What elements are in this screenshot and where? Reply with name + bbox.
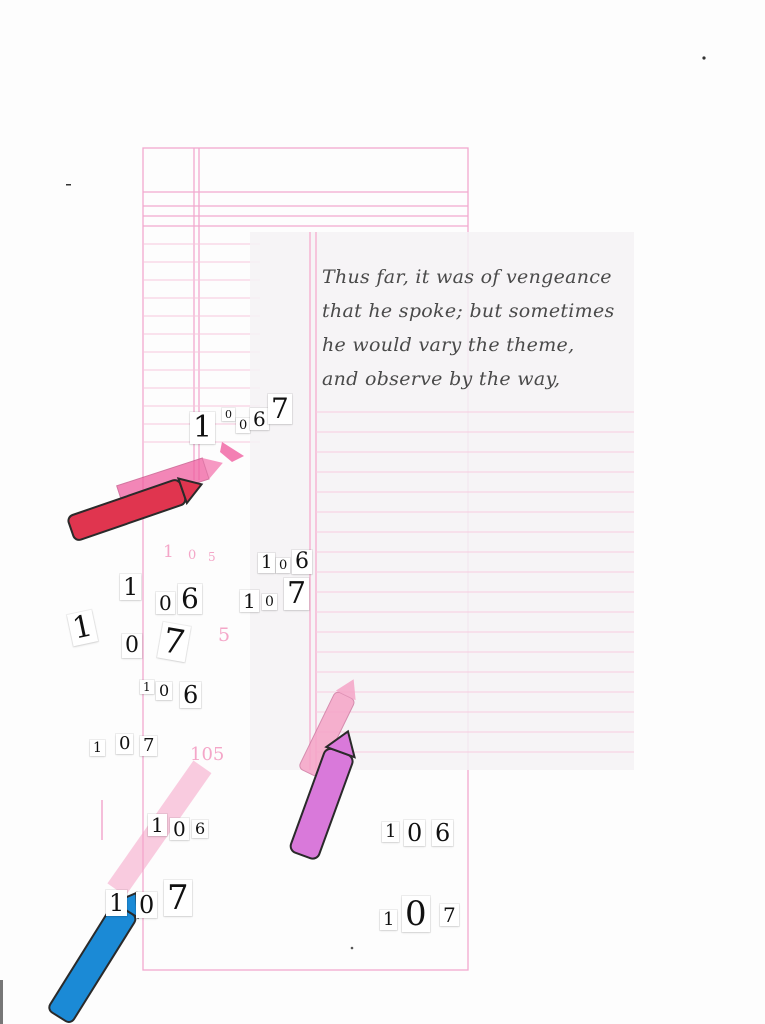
number-cutout-digit: 1 [140, 680, 154, 694]
number-cutout-digit: 6 [178, 584, 202, 614]
number-cutout-digit: 7 [440, 904, 459, 926]
note-line: and observe by the way, [322, 368, 561, 390]
number-cutout-digit: 1 [106, 890, 128, 916]
number-cutout-digit: 6 [192, 820, 209, 838]
handwritten-note: Thus far, it was of vengeance that he sp… [322, 266, 622, 402]
number-cutout-digit: 7 [284, 578, 310, 610]
number-cutout-digit: 0 [236, 418, 251, 433]
faded-digit: 5 [208, 550, 216, 564]
faded-digit: 5 [218, 624, 231, 646]
number-cutout-digit: 0 [262, 594, 277, 610]
faded-digit: 0 [188, 548, 197, 563]
number-cutout-digit: 0 [122, 634, 142, 658]
number-cutout-digit: 0 [276, 558, 291, 573]
number-cutout-digit: 7 [164, 880, 192, 916]
pink-crayon-tip-icon [220, 442, 244, 462]
number-cutout-digit: 1 [258, 553, 276, 573]
number-cutout-digit: 1 [90, 740, 105, 756]
number-cutout-digit: 1 [120, 574, 142, 600]
number-cutout-digit: 6 [250, 408, 269, 430]
number-cutout-digit: 0 [156, 592, 175, 614]
note-line: Thus far, it was of vengeance [322, 266, 612, 288]
number-cutout-digit: 1 [148, 814, 167, 836]
number-cutout-digit: 0 [404, 820, 426, 846]
number-cutout-digit: 1 [380, 910, 398, 930]
faded-digit: 1 [163, 542, 174, 562]
number-cutout-digit: 0 [222, 408, 235, 421]
number-cutout-digit: 0 [402, 896, 430, 932]
violet-crayon-icon [289, 729, 356, 860]
faded-digit: 105 [190, 744, 225, 765]
number-cutout-digit: 0 [136, 892, 158, 918]
number-cutout-digit: 0 [170, 818, 189, 840]
number-cutout-digit: 6 [180, 682, 202, 708]
number-cutout-digit: 7 [268, 394, 292, 424]
note-line: that he spoke; but sometimes [322, 300, 615, 322]
number-cutout-digit: 1 [240, 590, 259, 612]
number-cutout-digit: 6 [432, 820, 454, 846]
number-cutout-digit: 0 [116, 734, 134, 754]
number-cutout-digit: 6 [292, 550, 312, 574]
note-line: he would vary the theme, [322, 334, 575, 356]
number-cutout-digit: 7 [140, 736, 158, 756]
number-cutout-digit: 1 [190, 412, 216, 444]
red-crayon-icon [67, 477, 204, 541]
number-cutout-digit: 0 [156, 682, 173, 700]
number-cutout-digit: 1 [382, 822, 400, 842]
